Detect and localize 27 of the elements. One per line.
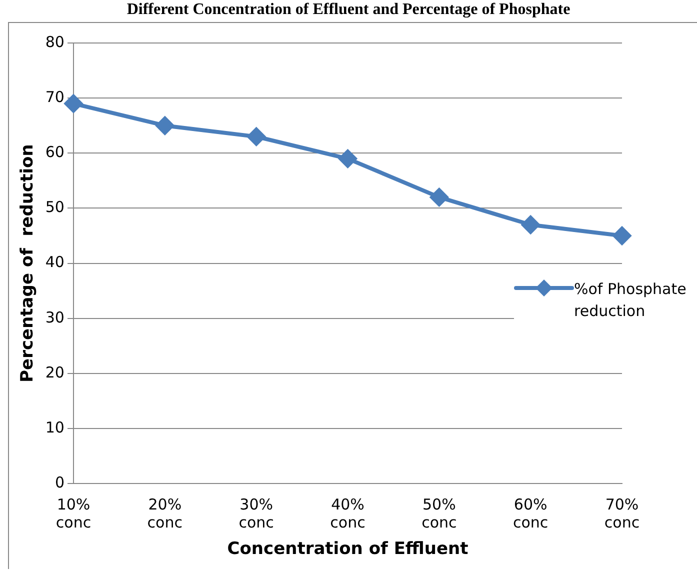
y-tick-label: 50: [45, 198, 64, 216]
x-tick-label: 10% conc: [56, 495, 92, 532]
point: [522, 216, 540, 234]
x-tick-label: 20% conc: [147, 495, 182, 532]
point: [64, 94, 82, 113]
point: [338, 150, 357, 168]
y-tick-label: 40: [45, 253, 64, 272]
y-tick-label: 20: [45, 363, 64, 382]
x-tick-label: 50% conc: [422, 495, 457, 532]
y-tick-label: 70: [45, 88, 64, 106]
y-tick-label: 60: [45, 143, 64, 162]
y-tick-label: 80: [45, 32, 64, 51]
point: [430, 188, 448, 206]
x-tick-label: 40% conc: [330, 495, 366, 532]
point: [156, 116, 174, 135]
x-tick-label: 60% conc: [512, 495, 548, 532]
chart-title: Different Concentration of Effluent and Percentage of Phosphate: [126, 0, 572, 20]
legend-label: %of Phosphate reduction: [574, 279, 688, 322]
x-axis-title: Concentration of Effluent: [227, 539, 468, 560]
point: [613, 226, 631, 245]
y-tick-label: 0: [54, 473, 64, 492]
y-tick-label: 10: [45, 418, 64, 436]
point: [247, 128, 266, 146]
y-tick-label: 30: [45, 308, 64, 326]
x-tick-label: 30% conc: [238, 495, 274, 532]
x-tick-label: 70% conc: [604, 495, 640, 532]
y-axis-title: Percentage of reduction: [18, 144, 38, 382]
